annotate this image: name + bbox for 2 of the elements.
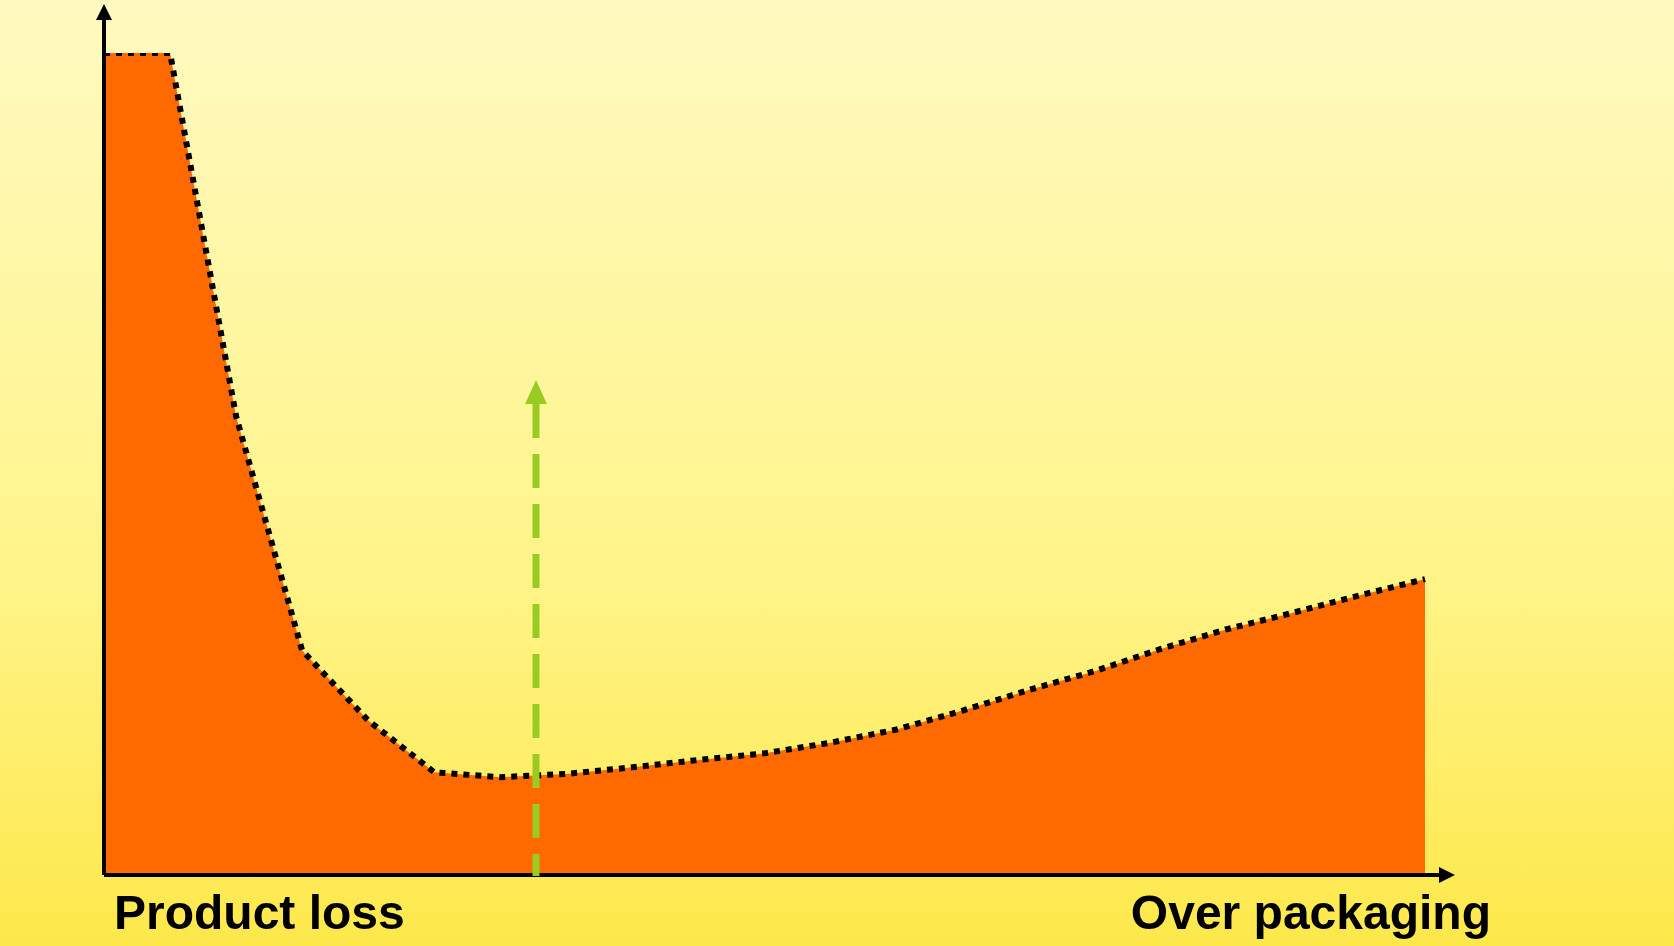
text: Over packaging xyxy=(1130,885,1491,940)
text: Product loss xyxy=(114,885,405,940)
